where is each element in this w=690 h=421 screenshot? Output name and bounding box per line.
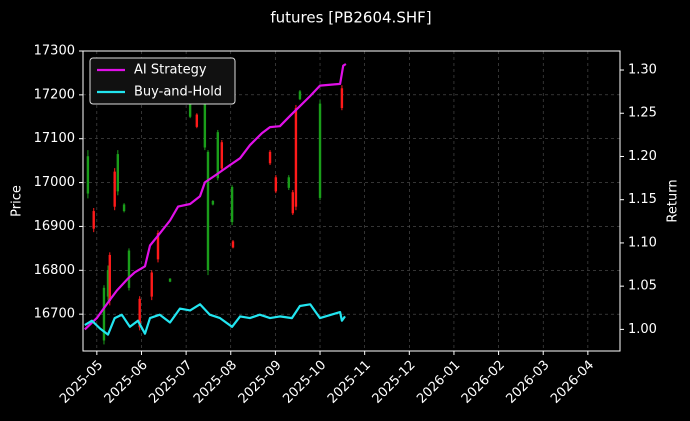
- candle-body: [116, 154, 120, 192]
- candle-body: [188, 101, 192, 117]
- y-tick-label: 17000: [34, 175, 75, 190]
- candle-body: [291, 192, 295, 214]
- y-tick-label: 17200: [34, 87, 75, 102]
- y2-axis-label: Return: [666, 179, 681, 222]
- legend-label: Buy-and-Hold: [134, 85, 222, 100]
- x-tick-label: 2025-11: [325, 358, 374, 407]
- y2-tick-label: 1.20: [628, 149, 657, 164]
- candle-body: [113, 171, 116, 207]
- candle-body: [298, 91, 302, 100]
- y-tick-label: 17300: [34, 44, 75, 59]
- candle-body: [220, 142, 224, 169]
- x-tick-label: 2025-09: [236, 358, 285, 407]
- x-tick-label: 2025-06: [102, 358, 151, 407]
- return-line: [84, 303, 346, 336]
- candle-body: [216, 132, 220, 179]
- candle-body: [268, 151, 272, 164]
- x-tick-label: 2025-05: [57, 358, 106, 407]
- y-tick-label: 17100: [34, 131, 75, 146]
- candle-body: [102, 287, 106, 341]
- candle-body: [195, 114, 199, 127]
- x-tick-label: 2025-07: [146, 358, 195, 407]
- candle-body: [122, 204, 126, 212]
- x-tick-label: 2026-01: [414, 358, 463, 407]
- return-line: [84, 63, 347, 331]
- chart-title: futures [PB2604.SHF]: [270, 9, 431, 27]
- plot-frame: [82, 50, 621, 352]
- candle-body: [86, 156, 90, 194]
- y2-tick-label: 1.15: [628, 192, 657, 207]
- candle-body: [211, 201, 215, 205]
- y2-tick-label: 1.25: [628, 106, 657, 121]
- candle-body: [92, 211, 95, 229]
- candle-body: [127, 250, 131, 288]
- candle-body: [106, 270, 110, 297]
- candle-body: [318, 103, 322, 198]
- candle-body: [230, 186, 234, 223]
- y2-tick-label: 1.10: [628, 235, 657, 250]
- candle-body: [340, 88, 344, 109]
- candle-body: [274, 177, 278, 192]
- candle-body: [108, 254, 111, 301]
- x-tick-label: 2026-04: [548, 358, 597, 407]
- candle-body: [168, 278, 172, 282]
- legend-label: AI Strategy: [134, 63, 207, 78]
- candle-body: [294, 108, 298, 207]
- x-tick-label: 2025-12: [370, 358, 419, 407]
- y2-tick-label: 1.00: [628, 322, 657, 337]
- y-tick-label: 16700: [34, 307, 75, 322]
- y2-tick-label: 1.05: [628, 279, 657, 294]
- candle-body: [156, 233, 160, 260]
- x-tick-label: 2025-10: [280, 358, 329, 407]
- y-tick-label: 16900: [34, 219, 75, 234]
- y2-tick-label: 1.30: [628, 63, 657, 78]
- y-tick-label: 16800: [34, 263, 75, 278]
- x-tick-label: 2026-02: [459, 358, 508, 407]
- candle-body: [203, 99, 207, 148]
- candle-body: [287, 177, 290, 188]
- x-tick-label: 2026-03: [504, 358, 553, 407]
- candle-body: [138, 298, 141, 328]
- x-tick-label: 2025-08: [191, 358, 240, 407]
- legend-box: [89, 57, 236, 105]
- y-axis-label: Price: [10, 185, 25, 217]
- candle-body: [150, 272, 153, 297]
- candle-body: [231, 241, 235, 248]
- candle-body: [206, 151, 210, 271]
